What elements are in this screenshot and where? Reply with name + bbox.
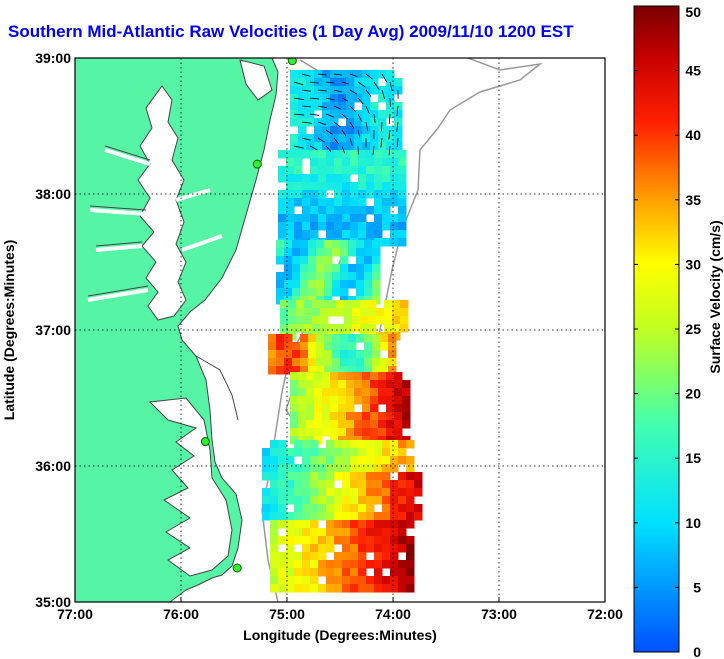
station-marker — [200, 437, 210, 447]
colorbar-tick-label: 15 — [685, 450, 701, 466]
colorbar-tick-label: 50 — [685, 4, 701, 20]
grid-lines — [75, 58, 605, 602]
x-axis-label: Longitude (Degrees:Minutes) — [243, 627, 437, 643]
colorbar-tick-label: 20 — [685, 386, 701, 402]
y-axis-label: Latitude (Degrees:Minutes) — [1, 240, 17, 420]
station-marker — [232, 563, 242, 573]
chesapeake-bay — [137, 85, 187, 321]
y-tick-label: 37:00 — [35, 322, 71, 338]
x-tick-label: 73:00 — [481, 606, 517, 622]
current-vector-arrows — [293, 73, 399, 156]
y-axis-ticks: 39:00 38:00 37:00 36:00 35:00 — [35, 50, 71, 610]
station-markers — [200, 58, 297, 573]
x-tick-label: 75:00 — [269, 606, 305, 622]
pamlico-sound — [148, 397, 233, 577]
colorbar-tick-label: 45 — [685, 63, 701, 79]
x-tick-label: 72:00 — [587, 606, 623, 622]
station-marker — [252, 159, 262, 169]
y-tick-label: 36:00 — [35, 458, 71, 474]
tributary-rivers — [87, 148, 223, 302]
y-tick-label: 35:00 — [35, 594, 71, 610]
colorbar-tick-label: 40 — [685, 127, 701, 143]
x-axis-ticks: 77:00 76:00 75:00 74:00 73:00 72:00 — [57, 597, 623, 622]
colorbar-tick-label: 5 — [693, 579, 701, 595]
x-tick-label: 76:00 — [163, 606, 199, 622]
colorbar-tick-label: 25 — [685, 321, 701, 337]
y-tick-label: 39:00 — [35, 50, 71, 66]
x-tick-label: 77:00 — [57, 606, 93, 622]
colorbar-label: Surface Velocity (cm/s) — [707, 220, 723, 373]
colorbar-tick-label: 0 — [693, 644, 701, 659]
map-title: Southern Mid-Atlantic Raw Velocities (1 … — [8, 22, 574, 41]
y-tick-label: 38:00 — [35, 186, 71, 202]
colorbar-tick-label: 30 — [685, 256, 701, 272]
plot-frame — [74, 57, 606, 603]
colorbar — [633, 5, 680, 653]
x-tick-label: 74:00 — [375, 606, 411, 622]
colorbar-tick-label: 35 — [685, 192, 701, 208]
colorbar-tick-label: 10 — [685, 515, 701, 531]
station-marker — [287, 58, 297, 66]
delaware-bay — [239, 59, 273, 101]
